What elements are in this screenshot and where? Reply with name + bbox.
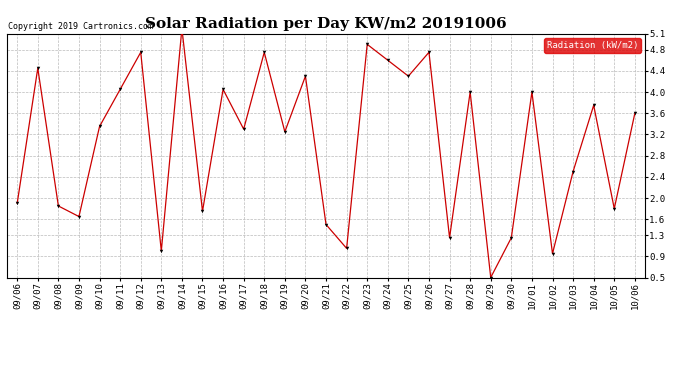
Text: Copyright 2019 Cartronics.com: Copyright 2019 Cartronics.com <box>8 22 153 32</box>
Legend: Radiation (kW/m2): Radiation (kW/m2) <box>544 38 640 53</box>
Title: Solar Radiation per Day KW/m2 20191006: Solar Radiation per Day KW/m2 20191006 <box>145 17 507 31</box>
